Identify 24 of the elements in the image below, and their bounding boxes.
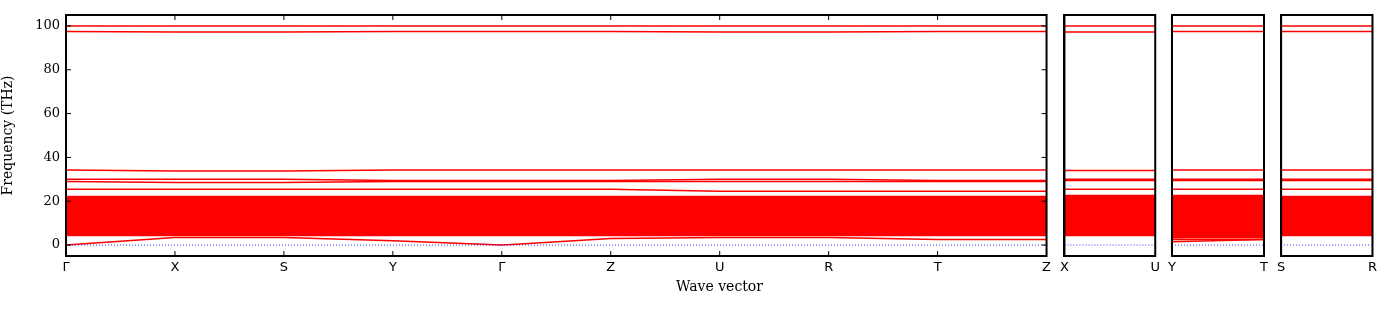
- x-tick-label: Γ: [62, 259, 71, 275]
- x-tick-label: X: [1060, 259, 1069, 275]
- x-tick-label: R: [1367, 259, 1378, 275]
- x-tick-label: U: [714, 259, 725, 275]
- x-tick-label: R: [824, 259, 834, 275]
- x-axis-title: Wave vector: [676, 278, 763, 294]
- x-tick-label: S: [279, 259, 289, 275]
- x-tick-label: Z: [606, 259, 616, 275]
- x-tick-label: T: [1259, 259, 1269, 275]
- x-tick-label: X: [170, 259, 180, 275]
- x-tick-label: Y: [387, 259, 397, 275]
- y-tick-label: 40: [43, 148, 60, 164]
- y-tick-label: 100: [35, 17, 60, 33]
- x-tick-label: U: [1150, 259, 1160, 275]
- x-tick-label: Γ: [498, 259, 507, 275]
- x-tick-label: Z: [1042, 259, 1052, 275]
- x-tick-label: S: [1276, 259, 1286, 275]
- y-axis-title: Frequency (THz): [0, 75, 16, 196]
- y-tick-label: 60: [43, 104, 60, 120]
- x-tick-label: Y: [1166, 259, 1176, 275]
- y-tick-label: 0: [51, 236, 60, 252]
- y-tick-label: 20: [43, 192, 60, 208]
- x-tick-label: T: [932, 259, 942, 275]
- y-tick-label: 80: [43, 61, 60, 77]
